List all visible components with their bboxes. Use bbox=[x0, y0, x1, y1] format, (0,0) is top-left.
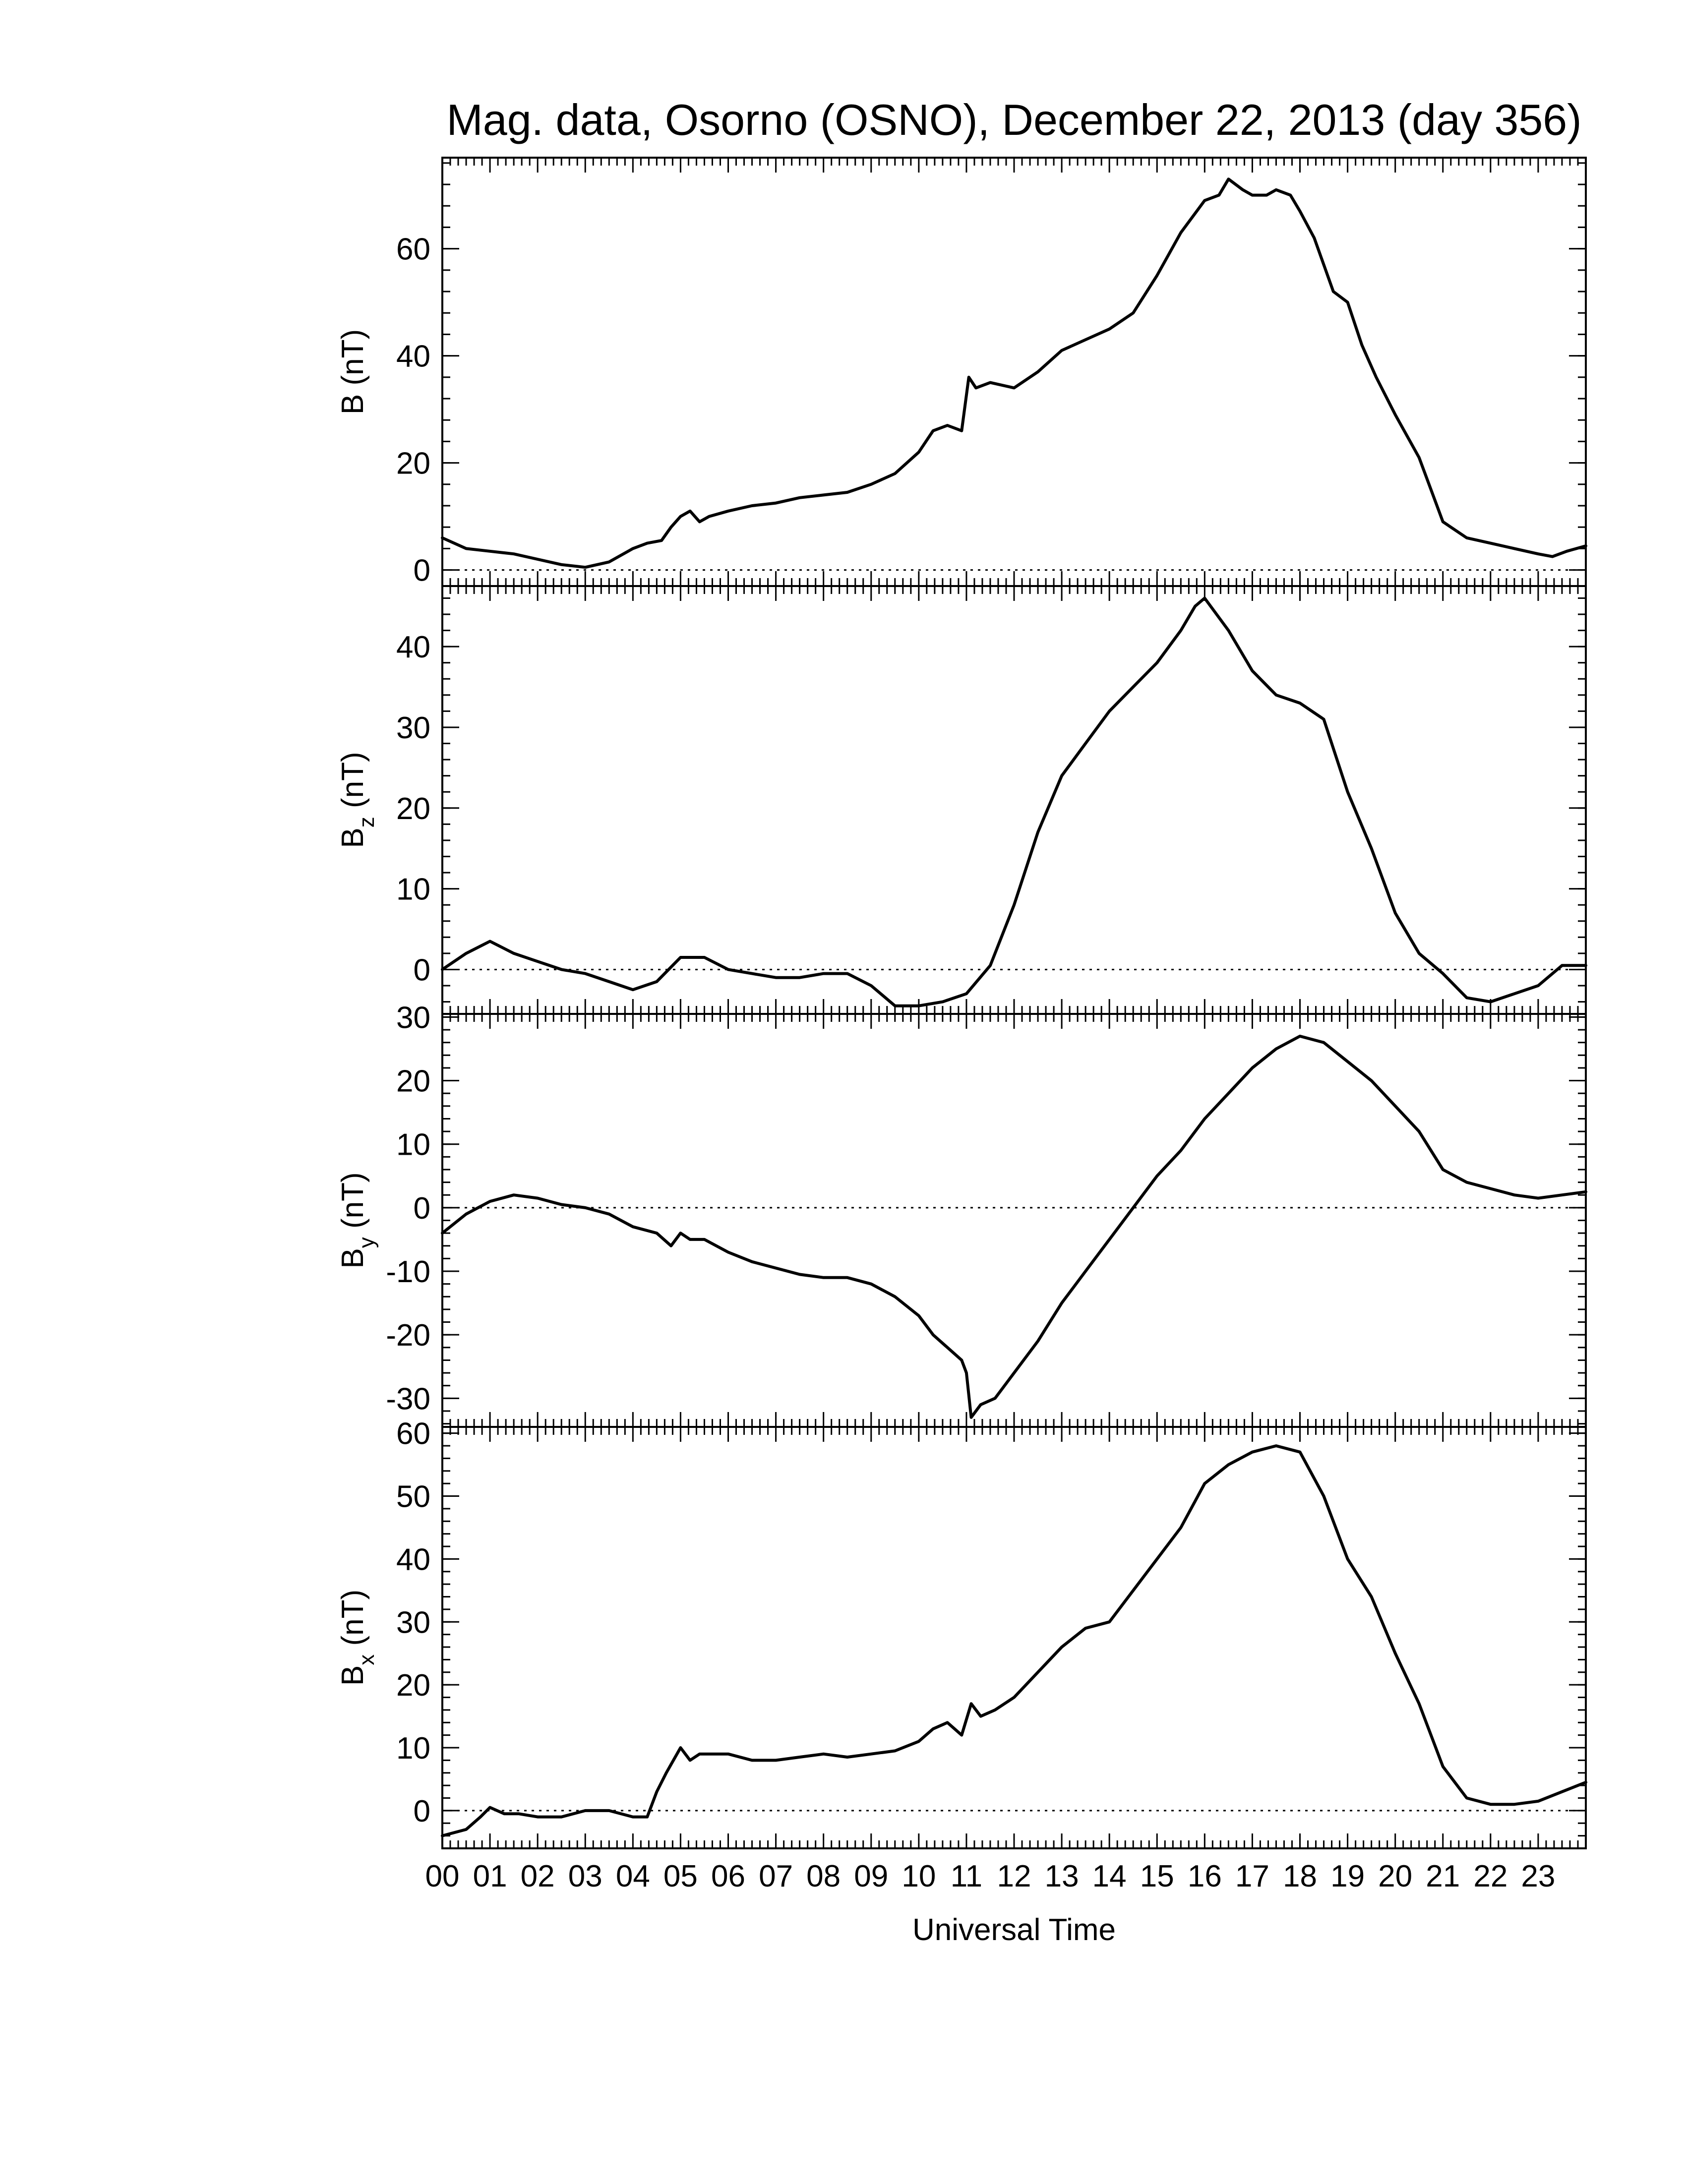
y-axis-label-main: B bbox=[336, 827, 370, 848]
x-tick-label: 16 bbox=[1188, 1859, 1222, 1893]
panel-frame bbox=[441, 157, 1587, 587]
chart-title: Mag. data, Osorno (OSNO), December 22, 2… bbox=[446, 95, 1581, 144]
y-axis-label-main: B bbox=[336, 1665, 370, 1686]
y-axis-label-subscript: y bbox=[355, 1237, 379, 1248]
x-tick-label: 08 bbox=[806, 1859, 841, 1893]
y-axis-label-unit: (nT) bbox=[336, 1590, 370, 1654]
x-tick-label: 04 bbox=[616, 1859, 650, 1893]
x-tick-label: 11 bbox=[951, 1859, 982, 1893]
x-tick-label: 06 bbox=[711, 1859, 745, 1893]
x-tick-label: 18 bbox=[1283, 1859, 1317, 1893]
y-tick-label: 10 bbox=[396, 873, 430, 907]
y-tick-label: 0 bbox=[414, 1191, 430, 1226]
x-tick-label: 19 bbox=[1330, 1859, 1365, 1893]
series-line-B bbox=[441, 177, 1587, 569]
x-tick-label: 14 bbox=[1092, 1859, 1127, 1893]
y-tick-label: 60 bbox=[396, 1417, 430, 1451]
panel-By: -30 -20 -10 0 10 20 30 By (nT) bbox=[336, 1001, 1587, 1428]
y-axis-label-Bx: Bx (nT) bbox=[336, 1590, 379, 1686]
series-line-By bbox=[441, 1034, 1587, 1419]
y-tick-label: 60 bbox=[396, 233, 430, 267]
panel-Bz: 0 10 20 30 40 Bz (nT) bbox=[336, 585, 1587, 1015]
y-axis-label-unit: (nT) bbox=[336, 1172, 370, 1237]
y-axis-label-Bz: Bz (nT) bbox=[336, 752, 379, 848]
y-tick-label: 20 bbox=[396, 447, 430, 481]
y-tick-label: -10 bbox=[386, 1255, 430, 1289]
y-tick-label: 20 bbox=[396, 1064, 430, 1099]
x-tick-label: 09 bbox=[854, 1859, 888, 1893]
x-tick-label: 12 bbox=[997, 1859, 1031, 1893]
x-tick-label: 02 bbox=[521, 1859, 555, 1893]
x-tick-label: 00 bbox=[425, 1859, 460, 1893]
y-axis-label-unit: (nT) bbox=[336, 329, 370, 394]
series-line-Bz bbox=[441, 596, 1587, 1007]
y-axis-label-main: B bbox=[336, 394, 370, 414]
y-tick-label: 30 bbox=[396, 711, 430, 745]
panel-frame bbox=[441, 585, 1587, 1015]
x-tick-label: 03 bbox=[568, 1859, 602, 1893]
y-axis-label-By: By (nT) bbox=[336, 1172, 379, 1268]
y-tick-label: 50 bbox=[396, 1480, 430, 1514]
x-axis-layer: 00 01 02 03 04 05 06 07 08 09 10 11 12 13 14 15 16 17 18 19… bbox=[425, 1859, 1556, 1893]
panels-layer: 0 20 40 60 B (nT) 0 10 20 30 40 Bz (nT) -30 -20 -10 0 1… bbox=[336, 157, 1587, 1849]
y-tick-label: 30 bbox=[396, 1001, 430, 1035]
y-axis-label-B: B (nT) bbox=[336, 329, 370, 414]
series-line-Bx bbox=[441, 1444, 1587, 1837]
x-tick-label: 13 bbox=[1045, 1859, 1079, 1893]
y-axis-label-main: B bbox=[336, 1248, 370, 1268]
y-tick-label: 10 bbox=[396, 1128, 430, 1162]
panel-frame bbox=[441, 1013, 1587, 1428]
y-tick-label: -30 bbox=[386, 1382, 430, 1416]
y-tick-label: 0 bbox=[414, 554, 430, 588]
panel-frame bbox=[441, 1426, 1587, 1849]
x-tick-label: 20 bbox=[1378, 1859, 1412, 1893]
panel-B: 0 20 40 60 B (nT) bbox=[336, 157, 1587, 588]
x-tick-label: 21 bbox=[1426, 1859, 1460, 1893]
x-tick-label: 17 bbox=[1235, 1859, 1269, 1893]
y-tick-label: 40 bbox=[396, 1542, 430, 1577]
y-tick-label: -20 bbox=[386, 1318, 430, 1353]
y-tick-label: 40 bbox=[396, 340, 430, 374]
y-tick-label: 0 bbox=[414, 953, 430, 987]
y-tick-label: 10 bbox=[396, 1731, 430, 1766]
y-tick-label: 30 bbox=[396, 1605, 430, 1640]
x-tick-label: 22 bbox=[1473, 1859, 1507, 1893]
y-tick-label: 0 bbox=[414, 1794, 430, 1829]
y-tick-label: 40 bbox=[396, 630, 430, 664]
y-axis-label-subscript: x bbox=[355, 1654, 379, 1665]
y-axis-label-unit: (nT) bbox=[336, 752, 370, 817]
y-axis-label-subscript: z bbox=[355, 817, 379, 827]
x-tick-label: 10 bbox=[902, 1859, 936, 1893]
panel-Bx: 0 10 20 30 40 50 60 Bx (nT) bbox=[336, 1417, 1587, 1849]
x-tick-label: 15 bbox=[1140, 1859, 1174, 1893]
x-tick-label: 23 bbox=[1521, 1859, 1555, 1893]
y-tick-label: 20 bbox=[396, 1668, 430, 1703]
x-axis-title: Universal Time bbox=[912, 1913, 1116, 1947]
x-tick-label: 07 bbox=[759, 1859, 793, 1893]
x-tick-label: 05 bbox=[663, 1859, 698, 1893]
x-tick-label: 01 bbox=[473, 1859, 507, 1893]
y-tick-label: 20 bbox=[396, 792, 430, 826]
